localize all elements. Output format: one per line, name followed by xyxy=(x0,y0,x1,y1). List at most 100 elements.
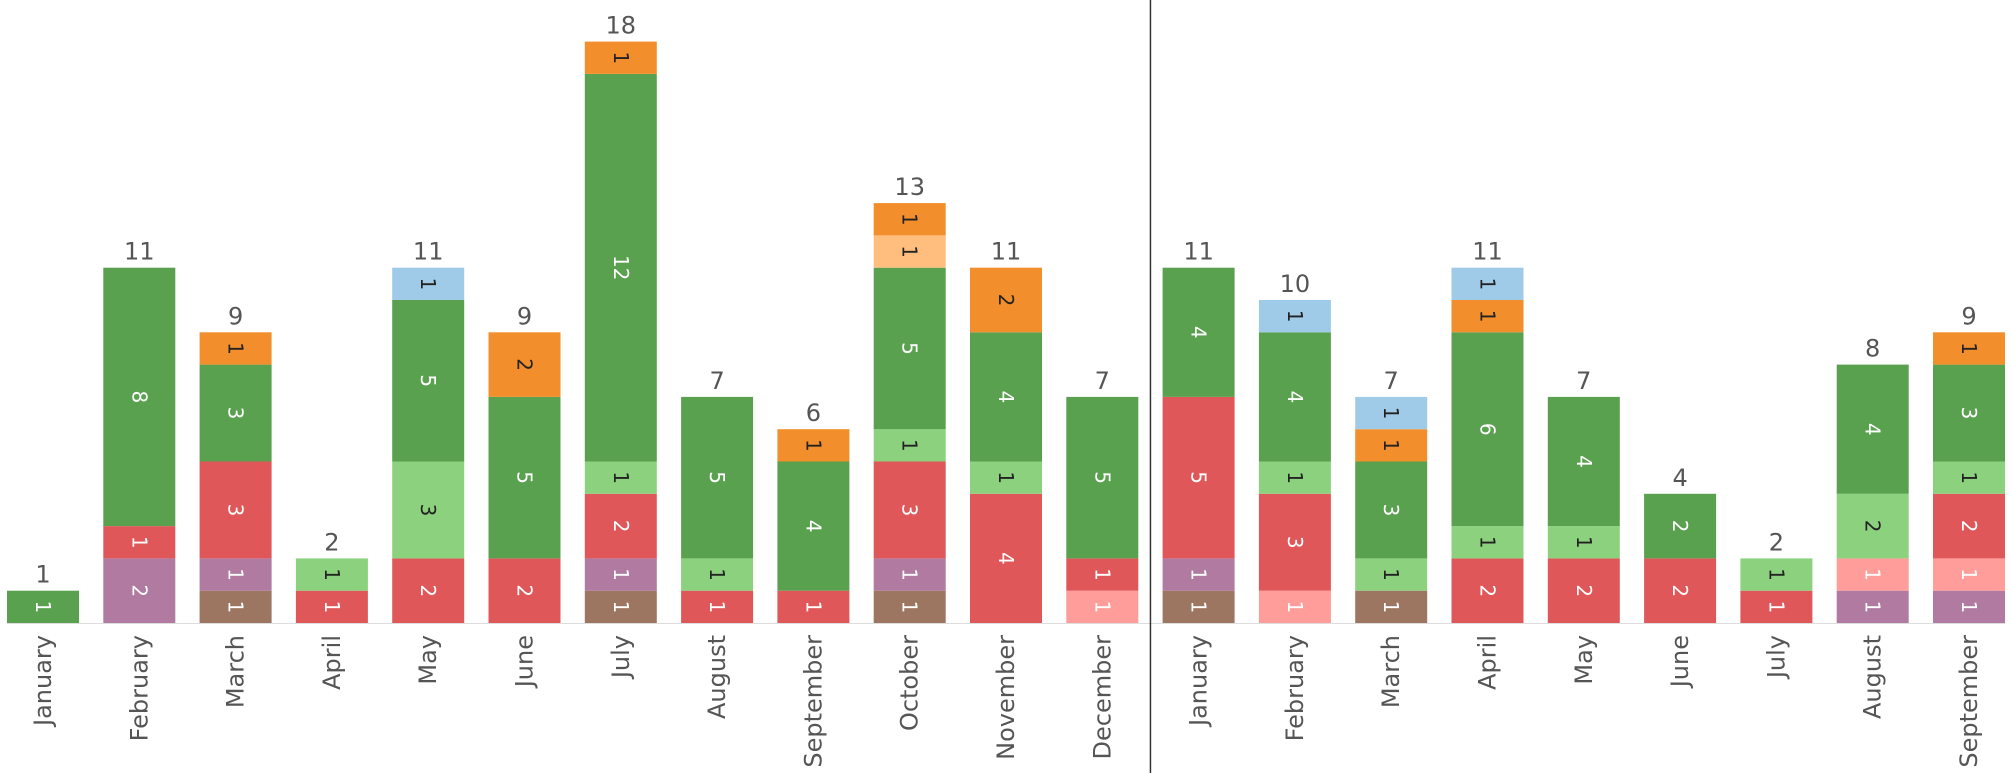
bar-segment xyxy=(1740,590,1813,623)
bar-segment xyxy=(199,364,272,462)
bar-segment xyxy=(1066,396,1139,559)
total-value-label: 7 xyxy=(1384,367,1399,395)
segment-value-label: 1 xyxy=(1957,568,1981,581)
segment-value-label: 1 xyxy=(609,51,633,64)
segment-value-label: 1 xyxy=(609,600,633,613)
segment-value-label: 5 xyxy=(705,471,729,484)
total-value-label: 10 xyxy=(1280,270,1311,298)
bar-segment xyxy=(1933,558,2005,591)
bar-segment xyxy=(103,267,176,527)
segment-value-label: 1 xyxy=(1572,536,1596,549)
segment-value-label: 1 xyxy=(1283,600,1307,613)
total-value-label: 7 xyxy=(1576,367,1591,395)
segment-value-label: 1 xyxy=(1476,536,1500,549)
bar-segment xyxy=(584,493,657,559)
segment-value-label: 8 xyxy=(127,391,151,404)
bar-segment xyxy=(103,526,176,559)
bar-segment xyxy=(873,235,946,268)
segment-value-label: 3 xyxy=(1957,407,1981,420)
bar-segment xyxy=(1836,364,1909,494)
segment-value-label: 2 xyxy=(1957,520,1981,533)
bar-segment xyxy=(7,590,79,623)
segment-value-label: 1 xyxy=(1957,471,1981,484)
bar-segment xyxy=(1451,526,1524,559)
segment-value-label: 1 xyxy=(1957,342,1981,355)
bar-segment xyxy=(199,590,272,623)
month-tick-label: February xyxy=(1281,635,1309,741)
bar-segment xyxy=(681,396,754,559)
bars-layer: 1218113311123512521121121115141113151141… xyxy=(7,41,2005,623)
bar-segment xyxy=(392,558,465,623)
bar-segment xyxy=(1258,300,1331,333)
segment-value-label: 3 xyxy=(1379,504,1403,517)
bar-segment xyxy=(681,558,754,591)
bar-segment xyxy=(1355,429,1428,462)
segment-value-label: 1 xyxy=(898,439,922,452)
segment-value-label: 4 xyxy=(1861,423,1885,436)
month-tick-label: October xyxy=(896,635,924,731)
month-tick-label: May xyxy=(414,635,442,685)
segment-value-label: 1 xyxy=(1379,600,1403,613)
bar-segment xyxy=(584,461,657,494)
month-tick-label: June xyxy=(511,635,539,689)
segment-value-label: 1 xyxy=(1476,277,1500,290)
month-tick-label: April xyxy=(318,635,346,690)
bar-segment xyxy=(681,590,754,623)
month-tick-label: February xyxy=(125,635,153,741)
total-value-label: 6 xyxy=(806,399,821,427)
segment-value-label: 5 xyxy=(898,342,922,355)
bar-segment xyxy=(488,558,561,623)
month-tick-label: March xyxy=(222,635,250,708)
bar-segment xyxy=(584,41,657,74)
bar-segment xyxy=(1355,590,1428,623)
segment-value-label: 12 xyxy=(609,255,633,280)
segment-value-label: 5 xyxy=(416,374,440,387)
segment-value-label: 1 xyxy=(898,600,922,613)
segment-value-label: 1 xyxy=(1187,600,1211,613)
segment-value-label: 1 xyxy=(898,213,922,226)
bar-segment xyxy=(199,461,272,559)
bar-segment xyxy=(1547,526,1620,559)
bar-segment xyxy=(584,73,657,462)
segment-value-label: 5 xyxy=(1090,471,1114,484)
total-value-label: 7 xyxy=(709,367,724,395)
bar-segment xyxy=(1451,332,1524,527)
bar-segment xyxy=(1836,558,1909,591)
month-tick-label: January xyxy=(29,635,57,728)
segment-value-label: 2 xyxy=(127,584,151,597)
bar-segment xyxy=(970,267,1042,333)
total-value-label: 18 xyxy=(606,12,637,40)
bar-segment xyxy=(1644,558,1717,623)
segment-value-label: 1 xyxy=(609,568,633,581)
bar-segment xyxy=(488,396,561,559)
bar-segment xyxy=(777,461,850,591)
bar-segment xyxy=(103,558,176,623)
total-value-label: 11 xyxy=(413,238,444,266)
segment-value-label: 6 xyxy=(1476,423,1500,436)
month-tick-label: July xyxy=(607,635,635,680)
segment-value-label: 1 xyxy=(705,600,729,613)
bar-segment xyxy=(873,429,946,462)
bar-segment xyxy=(1836,590,1909,623)
bar-segment xyxy=(777,590,850,623)
bar-segment xyxy=(584,590,657,623)
segment-value-label: 2 xyxy=(1572,584,1596,597)
bar-segment xyxy=(392,300,465,462)
month-tick-label: August xyxy=(703,635,731,719)
segment-value-label: 3 xyxy=(224,407,248,420)
bar-segment xyxy=(873,590,946,623)
segment-value-label: 1 xyxy=(1764,568,1788,581)
segment-value-label: 1 xyxy=(1476,310,1500,323)
bar-segment xyxy=(488,332,561,397)
total-value-label: 1 xyxy=(35,561,50,589)
month-tick-label: June xyxy=(1666,635,1694,689)
month-tick-label: April xyxy=(1474,635,1502,690)
bar-segment xyxy=(1355,461,1428,559)
segment-value-label: 1 xyxy=(224,600,248,613)
bar-segment xyxy=(1162,558,1235,591)
segment-value-label: 2 xyxy=(513,358,537,371)
bar-segment xyxy=(1355,558,1428,591)
segment-value-label: 1 xyxy=(609,471,633,484)
segment-value-label: 1 xyxy=(1379,407,1403,420)
